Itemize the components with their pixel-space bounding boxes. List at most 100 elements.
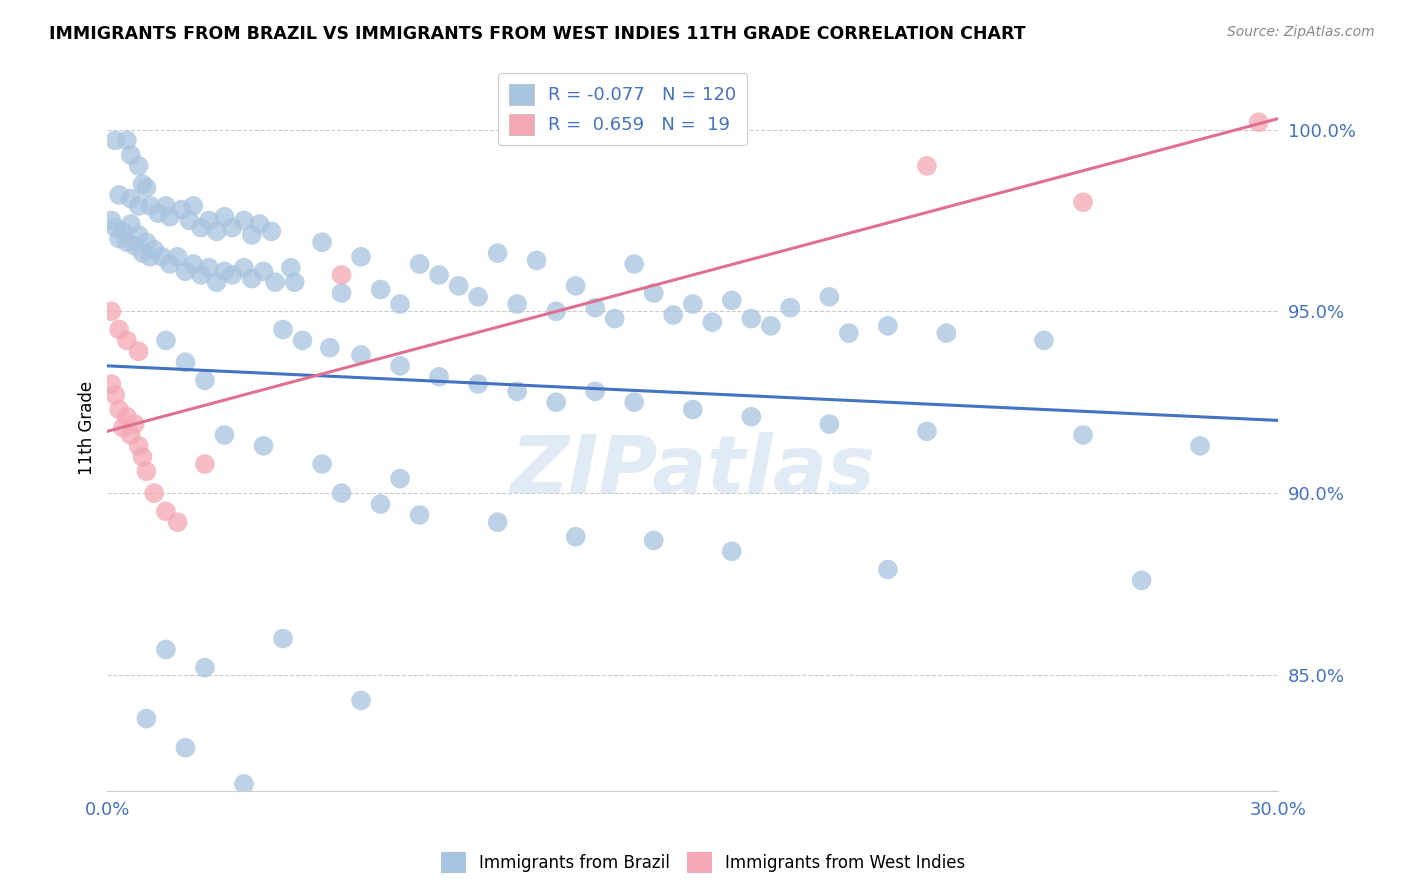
Point — [876, 318, 898, 333]
Point — [194, 661, 217, 675]
Point — [194, 373, 217, 387]
Point — [128, 199, 150, 213]
Point — [280, 260, 302, 275]
Point — [198, 260, 221, 275]
Point — [155, 334, 177, 348]
Point — [260, 224, 283, 238]
Point — [221, 220, 243, 235]
Point — [740, 311, 762, 326]
Point — [143, 486, 166, 500]
Point — [1247, 115, 1270, 129]
Point — [100, 304, 122, 318]
Point — [108, 402, 131, 417]
Point — [249, 217, 271, 231]
Point — [181, 257, 204, 271]
Point — [330, 268, 353, 282]
Point — [623, 395, 645, 409]
Point — [311, 457, 333, 471]
Text: IMMIGRANTS FROM BRAZIL VS IMMIGRANTS FROM WEST INDIES 11TH GRADE CORRELATION CHA: IMMIGRANTS FROM BRAZIL VS IMMIGRANTS FRO… — [49, 25, 1026, 43]
Point — [108, 231, 131, 245]
Point — [759, 318, 782, 333]
Point — [370, 497, 392, 511]
Point — [702, 315, 724, 329]
Point — [115, 235, 138, 250]
Point — [330, 286, 353, 301]
Point — [643, 286, 665, 301]
Point — [643, 533, 665, 548]
Point — [233, 260, 256, 275]
Point — [124, 239, 146, 253]
Point — [205, 224, 228, 238]
Point — [128, 227, 150, 242]
Point — [120, 148, 142, 162]
Point — [194, 457, 217, 471]
Point — [100, 213, 122, 227]
Point — [467, 377, 489, 392]
Point — [818, 417, 841, 431]
Point — [128, 159, 150, 173]
Point — [170, 202, 193, 217]
Point — [139, 199, 162, 213]
Point — [166, 250, 188, 264]
Point — [838, 326, 860, 340]
Point — [271, 632, 294, 646]
Point — [135, 464, 157, 478]
Point — [1130, 574, 1153, 588]
Point — [146, 206, 169, 220]
Point — [104, 220, 127, 235]
Point — [159, 257, 181, 271]
Point — [682, 297, 704, 311]
Point — [330, 486, 353, 500]
Point — [128, 439, 150, 453]
Point — [108, 188, 131, 202]
Point — [120, 217, 142, 231]
Point — [111, 420, 134, 434]
Point — [506, 384, 529, 399]
Point — [111, 224, 134, 238]
Point — [135, 235, 157, 250]
Point — [915, 425, 938, 439]
Point — [143, 243, 166, 257]
Point — [389, 297, 412, 311]
Point — [108, 322, 131, 336]
Point — [174, 355, 197, 369]
Point — [131, 177, 153, 191]
Point — [1071, 195, 1094, 210]
Point — [115, 133, 138, 147]
Point — [1189, 439, 1212, 453]
Point — [876, 562, 898, 576]
Point — [291, 334, 314, 348]
Point — [131, 246, 153, 260]
Point — [564, 278, 586, 293]
Point — [198, 213, 221, 227]
Point — [233, 777, 256, 791]
Text: ZIPatlas: ZIPatlas — [510, 433, 876, 510]
Point — [240, 227, 263, 242]
Point — [311, 235, 333, 250]
Point — [546, 395, 568, 409]
Point — [447, 278, 470, 293]
Point — [104, 133, 127, 147]
Point — [233, 213, 256, 227]
Point — [205, 275, 228, 289]
Point — [190, 220, 212, 235]
Point — [115, 409, 138, 424]
Point — [240, 271, 263, 285]
Point — [408, 508, 430, 522]
Point — [427, 268, 450, 282]
Point — [120, 192, 142, 206]
Point — [564, 530, 586, 544]
Point — [155, 642, 177, 657]
Point — [264, 275, 287, 289]
Point — [408, 257, 430, 271]
Point — [583, 301, 606, 315]
Point — [135, 712, 157, 726]
Point — [720, 544, 742, 558]
Point — [214, 210, 236, 224]
Point — [486, 515, 509, 529]
Point — [779, 301, 801, 315]
Point — [427, 369, 450, 384]
Point — [467, 290, 489, 304]
Point — [271, 322, 294, 336]
Point — [214, 428, 236, 442]
